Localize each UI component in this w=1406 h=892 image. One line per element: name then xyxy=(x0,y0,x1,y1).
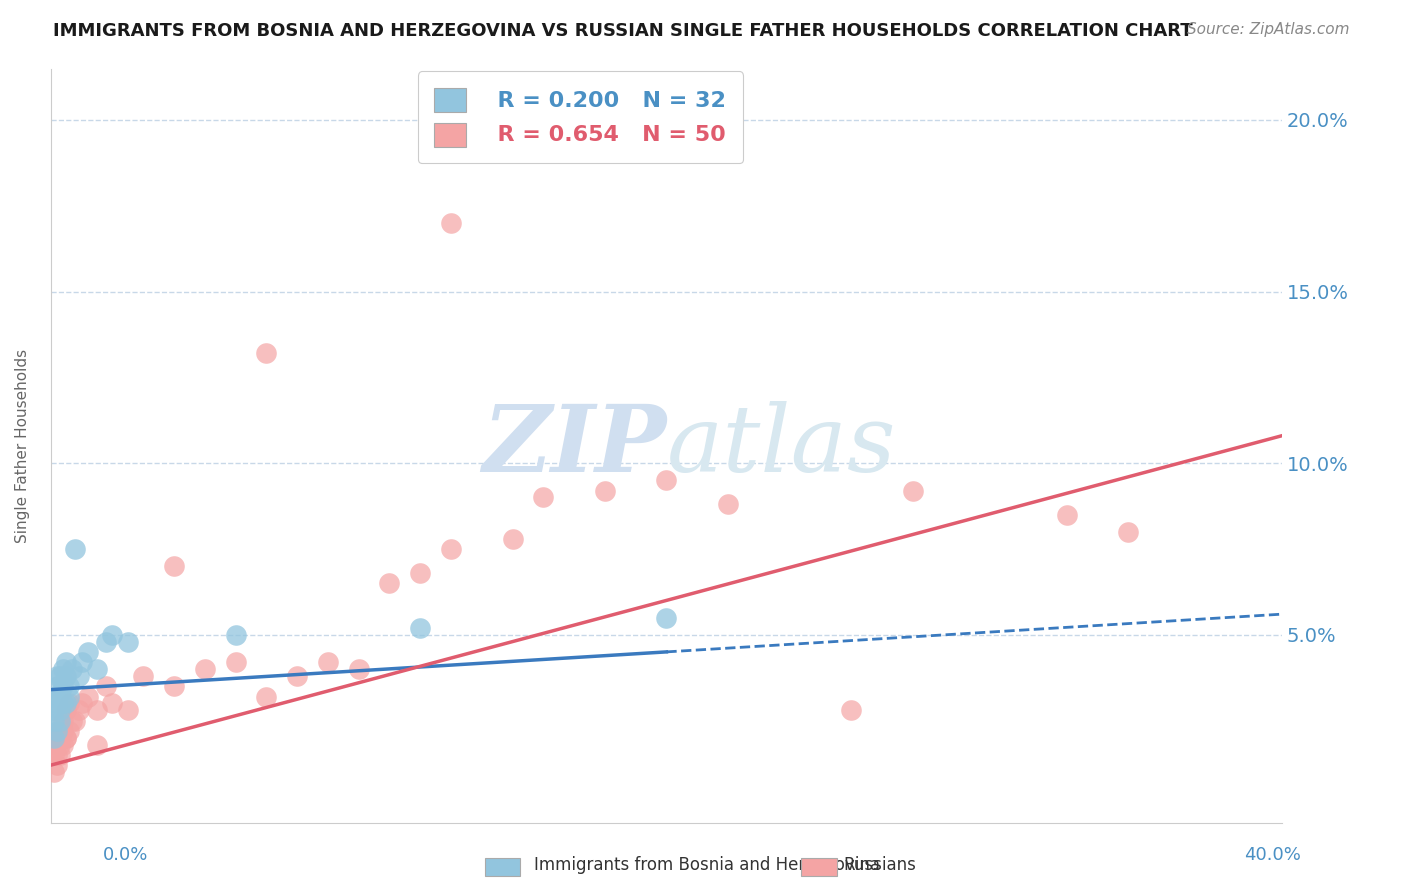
Point xyxy=(440,216,463,230)
Point xyxy=(65,714,87,728)
Point xyxy=(409,566,432,580)
Point xyxy=(55,655,77,669)
Point xyxy=(502,532,524,546)
Point xyxy=(67,703,90,717)
Point xyxy=(86,738,108,752)
Point xyxy=(42,703,65,717)
Point xyxy=(163,559,186,574)
Point xyxy=(901,483,924,498)
Point xyxy=(58,679,80,693)
Point xyxy=(316,655,339,669)
Point xyxy=(49,738,72,752)
Point xyxy=(117,703,139,717)
Point xyxy=(378,576,401,591)
Point xyxy=(55,669,77,683)
Point xyxy=(55,731,77,745)
Point xyxy=(285,669,308,683)
Point xyxy=(163,679,186,693)
Point xyxy=(1056,508,1078,522)
Point xyxy=(58,723,80,738)
Legend:   R = 0.200   N = 32,   R = 0.654   N = 50: R = 0.200 N = 32, R = 0.654 N = 50 xyxy=(418,71,742,163)
Point xyxy=(52,714,75,728)
Point xyxy=(86,703,108,717)
Text: 0.0%: 0.0% xyxy=(103,846,148,863)
Point xyxy=(96,679,118,693)
Point xyxy=(42,690,65,704)
Point xyxy=(52,662,75,676)
Point xyxy=(49,747,72,762)
Point xyxy=(55,697,77,711)
Point xyxy=(67,669,90,683)
Point xyxy=(42,738,65,752)
Point xyxy=(49,723,72,738)
Point xyxy=(42,747,65,762)
Point xyxy=(58,690,80,704)
Point xyxy=(593,483,616,498)
Point xyxy=(42,731,65,745)
Point xyxy=(655,610,678,624)
Point xyxy=(49,703,72,717)
Point xyxy=(224,628,246,642)
Point xyxy=(101,628,124,642)
Point xyxy=(76,645,98,659)
Point xyxy=(60,714,83,728)
Point xyxy=(46,731,69,745)
Point xyxy=(58,697,80,711)
Point xyxy=(76,690,98,704)
Y-axis label: Single Father Households: Single Father Households xyxy=(15,349,30,543)
Text: ZIP: ZIP xyxy=(482,401,666,491)
Point xyxy=(46,679,69,693)
Point xyxy=(132,669,155,683)
Text: 40.0%: 40.0% xyxy=(1244,846,1301,863)
Point xyxy=(440,541,463,556)
Point xyxy=(531,491,554,505)
Point xyxy=(65,541,87,556)
Point xyxy=(49,686,72,700)
Point xyxy=(52,723,75,738)
Point xyxy=(254,690,277,704)
Text: atlas: atlas xyxy=(666,401,896,491)
Point xyxy=(46,723,69,738)
Point xyxy=(655,473,678,487)
Point xyxy=(60,662,83,676)
Point xyxy=(52,738,75,752)
Point xyxy=(409,621,432,635)
Point xyxy=(70,655,93,669)
Point xyxy=(46,747,69,762)
Point xyxy=(42,714,65,728)
Point xyxy=(86,662,108,676)
Point xyxy=(1116,524,1139,539)
Point xyxy=(717,497,740,511)
Point xyxy=(96,634,118,648)
Point xyxy=(194,662,217,676)
Point xyxy=(55,703,77,717)
Point xyxy=(52,679,75,693)
Point xyxy=(49,669,72,683)
Point xyxy=(839,703,862,717)
Point xyxy=(70,697,93,711)
Text: Immigrants from Bosnia and Herzegovina: Immigrants from Bosnia and Herzegovina xyxy=(534,856,880,874)
Point xyxy=(49,714,72,728)
Point xyxy=(46,697,69,711)
Point xyxy=(42,764,65,779)
Point xyxy=(46,758,69,772)
Point xyxy=(347,662,370,676)
Point xyxy=(46,669,69,683)
Point xyxy=(55,731,77,745)
Text: IMMIGRANTS FROM BOSNIA AND HERZEGOVINA VS RUSSIAN SINGLE FATHER HOUSEHOLDS CORRE: IMMIGRANTS FROM BOSNIA AND HERZEGOVINA V… xyxy=(53,22,1194,40)
Point xyxy=(254,346,277,360)
Point xyxy=(52,697,75,711)
Text: Russians: Russians xyxy=(844,856,917,874)
Point xyxy=(101,697,124,711)
Text: Source: ZipAtlas.com: Source: ZipAtlas.com xyxy=(1187,22,1350,37)
Point xyxy=(224,655,246,669)
Point xyxy=(117,634,139,648)
